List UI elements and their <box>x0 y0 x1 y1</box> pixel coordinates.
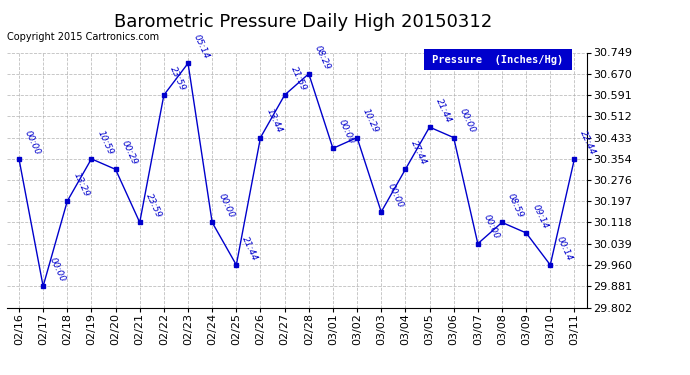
Text: Barometric Pressure Daily High 20150312: Barometric Pressure Daily High 20150312 <box>115 13 493 31</box>
Text: 10:59: 10:59 <box>96 129 115 156</box>
Text: 00:00: 00:00 <box>217 192 235 220</box>
Text: 00:14: 00:14 <box>555 235 573 262</box>
Text: 10:29: 10:29 <box>362 108 380 135</box>
Text: 23:59: 23:59 <box>168 65 187 92</box>
Text: 23:59: 23:59 <box>144 192 163 220</box>
Text: 05:14: 05:14 <box>193 33 211 60</box>
Text: 08:59: 08:59 <box>506 192 525 220</box>
Text: 21:44: 21:44 <box>434 97 453 124</box>
Text: 00:00: 00:00 <box>386 182 404 209</box>
Text: 08:29: 08:29 <box>313 44 332 71</box>
Text: 21:44: 21:44 <box>241 235 259 262</box>
Text: 00:00: 00:00 <box>337 118 356 146</box>
Text: 00:00: 00:00 <box>458 108 477 135</box>
Text: 21:59: 21:59 <box>289 65 308 92</box>
Text: 00:29: 00:29 <box>120 139 139 166</box>
Text: 00:00: 00:00 <box>23 129 42 156</box>
Text: 09:14: 09:14 <box>531 203 549 230</box>
Text: 00:00: 00:00 <box>482 213 501 241</box>
Text: 22:44: 22:44 <box>579 129 598 156</box>
Text: 27:44: 27:44 <box>410 139 428 166</box>
Text: 13:29: 13:29 <box>72 171 90 198</box>
Text: 00:00: 00:00 <box>48 256 66 284</box>
Text: 13:44: 13:44 <box>265 108 284 135</box>
Text: Copyright 2015 Cartronics.com: Copyright 2015 Cartronics.com <box>7 32 159 42</box>
